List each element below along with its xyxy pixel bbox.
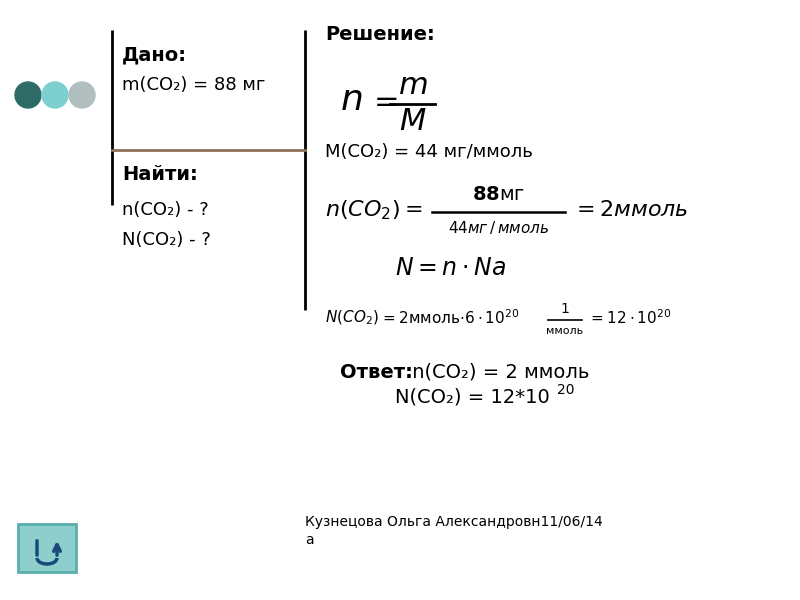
Text: N(CO₂) = 12*10: N(CO₂) = 12*10 [395, 388, 550, 407]
Text: $= 2$ммоль$\cdot 6\cdot10^{20}$: $= 2$ммоль$\cdot 6\cdot10^{20}$ [380, 308, 519, 328]
Text: $=12\cdot10^{20}$: $=12\cdot10^{20}$ [588, 308, 671, 328]
Text: Найти:: Найти: [122, 166, 198, 185]
Text: ммоль: ммоль [546, 326, 583, 336]
Text: 20: 20 [557, 383, 574, 397]
Text: М(CO₂) = 44 мг/ммоль: М(CO₂) = 44 мг/ммоль [325, 143, 533, 161]
Text: $\mathit{m}$: $\mathit{m}$ [398, 71, 427, 100]
Text: Кузнецова Ольга Александровн11/06/14: Кузнецова Ольга Александровн11/06/14 [305, 515, 602, 529]
Text: Дано:: Дано: [122, 46, 187, 64]
Text: 1: 1 [561, 302, 570, 316]
Text: n(CO₂) = 2 ммоль: n(CO₂) = 2 ммоль [406, 362, 590, 382]
Text: $\mathit{n(CO_2)=}$: $\mathit{n(CO_2)=}$ [325, 198, 422, 222]
Text: m(CO₂) = 88 мг: m(CO₂) = 88 мг [122, 76, 266, 94]
Circle shape [69, 82, 95, 108]
Text: $=$: $=$ [368, 85, 398, 115]
Text: $\mathit{M}$: $\mathit{M}$ [398, 107, 426, 136]
Text: $\mathit{44мг\,/\,ммоль}$: $\mathit{44мг\,/\,ммоль}$ [448, 218, 549, 235]
Text: $=\mathit{2ммоль}$: $=\mathit{2ммоль}$ [572, 200, 688, 220]
Text: $\mathbf{88}$мг: $\mathbf{88}$мг [472, 185, 525, 205]
Circle shape [42, 82, 68, 108]
Text: Ответ:: Ответ: [340, 362, 413, 382]
Text: N(CO₂) - ?: N(CO₂) - ? [122, 231, 211, 249]
Text: n(CO₂) - ?: n(CO₂) - ? [122, 201, 209, 219]
Text: $\mathit{N(CO_2)}$: $\mathit{N(CO_2)}$ [325, 309, 379, 327]
Text: $\mathit{N=n\cdot Na}$: $\mathit{N=n\cdot Na}$ [394, 256, 506, 280]
Text: а: а [305, 533, 314, 547]
FancyBboxPatch shape [18, 524, 76, 572]
Text: Решение:: Решение: [325, 25, 434, 44]
Circle shape [15, 82, 41, 108]
Text: $\mathit{n}$: $\mathit{n}$ [340, 83, 362, 117]
